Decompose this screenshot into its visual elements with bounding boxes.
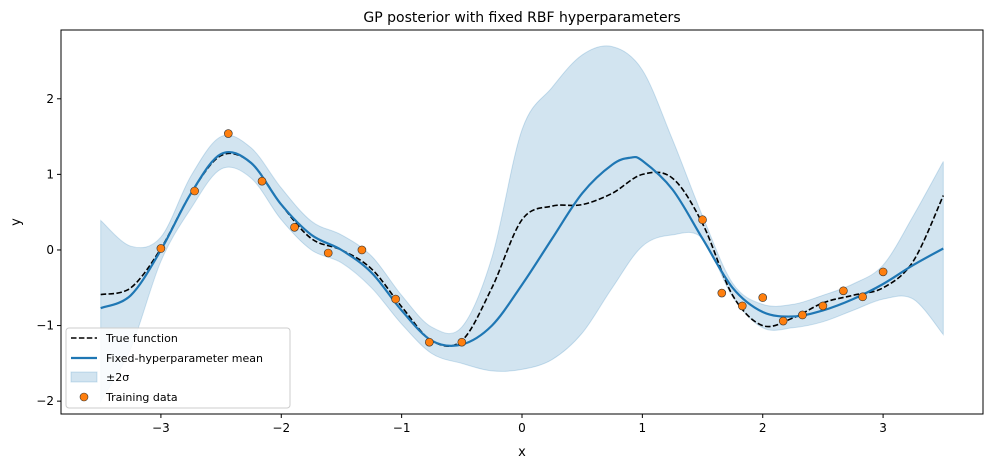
training-point (798, 310, 807, 320)
training-point (698, 215, 707, 225)
training-point (457, 337, 467, 347)
legend-points-swatch (79, 392, 89, 402)
x-axis: −3 −2 −1 0 1 2 3 (152, 414, 887, 435)
training-point (818, 301, 828, 311)
legend-points-label: Training data (105, 391, 178, 404)
x-tick-label: 3 (879, 421, 887, 435)
training-point (357, 245, 367, 255)
x-tick-label: −2 (272, 421, 290, 435)
y-tick-label: 0 (46, 243, 54, 257)
x-tick-label: −1 (393, 421, 411, 435)
y-tick-label: −2 (36, 394, 54, 408)
legend-band-swatch (70, 371, 98, 383)
y-axis: −2 −1 0 1 2 (36, 92, 61, 408)
legend-mean-label: Fixed-hyperparameter mean (106, 352, 263, 365)
training-point (224, 129, 233, 138)
legend: True function Fixed-hyperparameter mean … (65, 327, 291, 409)
training-point (391, 294, 400, 304)
x-tick-label: −3 (152, 421, 170, 435)
training-point (858, 292, 867, 302)
plot-area (100, 45, 945, 403)
chart-title: GP posterior with fixed RBF hyperparamet… (363, 10, 680, 26)
training-point (737, 301, 747, 311)
y-tick-label: −1 (36, 319, 54, 333)
y-tick-label: 1 (46, 167, 54, 181)
training-point (257, 176, 267, 186)
x-axis-label: x (518, 445, 526, 460)
training-point (717, 288, 727, 298)
training-point (778, 316, 788, 326)
x-tick-label: 1 (639, 421, 647, 435)
training-point (323, 248, 333, 258)
y-tick-label: 2 (46, 92, 54, 106)
mean-line (100, 150, 944, 347)
y-axis-label: y (9, 218, 24, 226)
legend-band-label: ±2σ (106, 371, 129, 384)
uncertainty-band (100, 45, 944, 403)
training-point (190, 186, 199, 196)
x-tick-label: 2 (759, 421, 767, 435)
legend-box (65, 327, 291, 409)
training-point (878, 267, 888, 277)
training-point (425, 337, 434, 347)
training-point (290, 222, 299, 232)
legend-true-label: True function (105, 332, 178, 345)
training-point (156, 244, 166, 253)
training-point (839, 286, 848, 296)
x-tick-label: 0 (518, 421, 526, 435)
training-point (758, 293, 768, 302)
